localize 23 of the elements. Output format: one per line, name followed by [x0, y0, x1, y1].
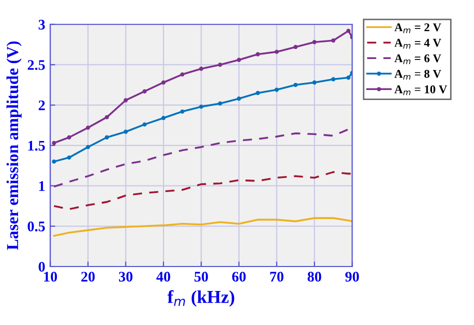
legend-label: A$_{m}$ = 8 V: [394, 70, 442, 80]
y-tick-label: 2: [38, 100, 45, 110]
x-axis-title: f$_{m}$ (kHz): [167, 290, 234, 307]
x-tick-label: 90: [345, 272, 359, 282]
x-tick-label: 10: [44, 272, 57, 282]
y-tick-label: 0.5: [28, 222, 45, 232]
x-tick-label: 80: [308, 272, 322, 282]
x-tick-label: 70: [270, 272, 284, 282]
y-tick-label: 0: [38, 262, 45, 272]
y-tick-label: 1.5: [28, 140, 45, 151]
x-tick-label: 30: [118, 272, 132, 282]
x-tick-label: 50: [194, 272, 208, 282]
legend-label: A$_{m}$ = 10 V: [394, 85, 448, 96]
y-tick-label: 3: [38, 20, 45, 30]
y-tick-label: 1: [39, 181, 45, 191]
x-tick-label: 40: [156, 272, 170, 282]
legend-label: A$_{m}$ = 4 V: [394, 38, 442, 49]
legend-label: A$_{m}$ = 2 V: [394, 23, 442, 34]
legend-label: A$_{m}$ = 6 V: [394, 54, 442, 64]
y-axis-title: Laser emission amplitude (V): [6, 41, 22, 250]
y-tick-label: 2.5: [28, 60, 45, 70]
x-tick-label: 20: [81, 272, 95, 282]
x-tick-label: 60: [232, 272, 246, 282]
